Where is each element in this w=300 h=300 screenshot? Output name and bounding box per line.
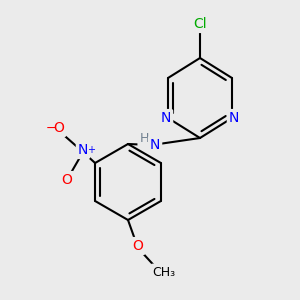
Text: O: O (133, 239, 143, 253)
Text: H: H (139, 133, 149, 146)
Text: N: N (78, 143, 88, 157)
Text: N: N (229, 111, 239, 125)
Text: −: − (46, 122, 56, 134)
Text: O: O (61, 173, 72, 187)
Text: N: N (150, 138, 160, 152)
Text: N: N (161, 111, 171, 125)
Text: O: O (54, 121, 64, 135)
Text: CH₃: CH₃ (152, 266, 176, 278)
Text: Cl: Cl (193, 17, 207, 31)
Text: +: + (87, 145, 95, 155)
